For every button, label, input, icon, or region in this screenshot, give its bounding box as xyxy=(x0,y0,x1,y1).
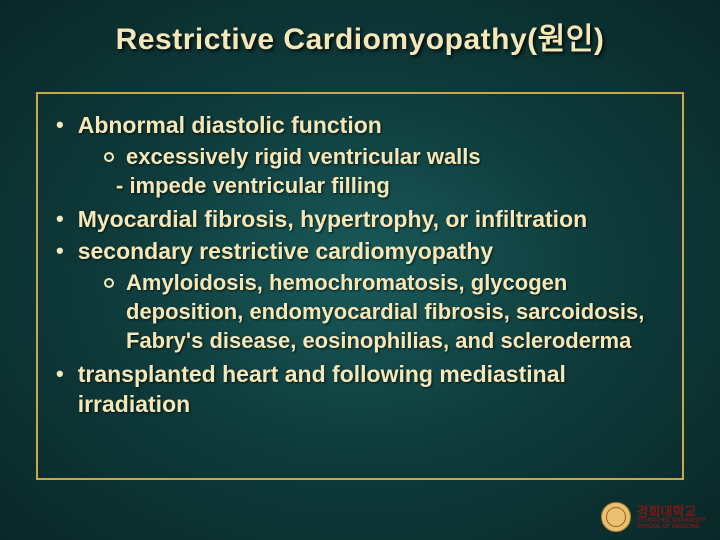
slide: Restrictive Cardiomyopathy(원인) • Abnorma… xyxy=(0,0,720,540)
bullet-item: • secondary restrictive cardiomyopathy xyxy=(56,236,664,266)
bullet-text: Myocardial fibrosis, hypertrophy, or inf… xyxy=(78,204,587,234)
bullet-text: Abnormal diastolic function xyxy=(78,110,382,140)
university-logo: 경희대학교 KYUNG HEE UNIVERSITY SCHOOL OF MED… xyxy=(601,502,706,532)
bullet-item: • Abnormal diastolic function xyxy=(56,110,664,140)
bullet-icon: • xyxy=(56,204,64,234)
sub-item: excessively rigid ventricular walls xyxy=(56,142,664,171)
logo-seal-icon xyxy=(601,502,631,532)
logo-kr: 경희대학교 xyxy=(637,505,706,518)
bullet-text: transplanted heart and following mediast… xyxy=(78,359,664,419)
bullet-item: • transplanted heart and following media… xyxy=(56,359,664,419)
sub-text: Amyloidosis, hemochromatosis, glycogen d… xyxy=(126,268,664,355)
circle-icon xyxy=(104,152,114,162)
bullet-text: secondary restrictive cardiomyopathy xyxy=(78,236,493,266)
sub-text: excessively rigid ventricular walls xyxy=(126,142,481,171)
logo-en-2: SCHOOL OF MEDICINE xyxy=(637,524,706,530)
bullet-icon: • xyxy=(56,359,64,389)
circle-icon xyxy=(104,278,114,288)
sub-item: Amyloidosis, hemochromatosis, glycogen d… xyxy=(56,268,664,355)
content-box: • Abnormal diastolic function excessivel… xyxy=(36,92,684,480)
bullet-item: • Myocardial fibrosis, hypertrophy, or i… xyxy=(56,204,664,234)
sub-continuation: - impede ventricular filling xyxy=(56,171,664,200)
slide-title: Restrictive Cardiomyopathy(원인) xyxy=(0,0,720,58)
bullet-icon: • xyxy=(56,236,64,266)
bullet-icon: • xyxy=(56,110,64,140)
logo-text-block: 경희대학교 KYUNG HEE UNIVERSITY SCHOOL OF MED… xyxy=(637,505,706,530)
